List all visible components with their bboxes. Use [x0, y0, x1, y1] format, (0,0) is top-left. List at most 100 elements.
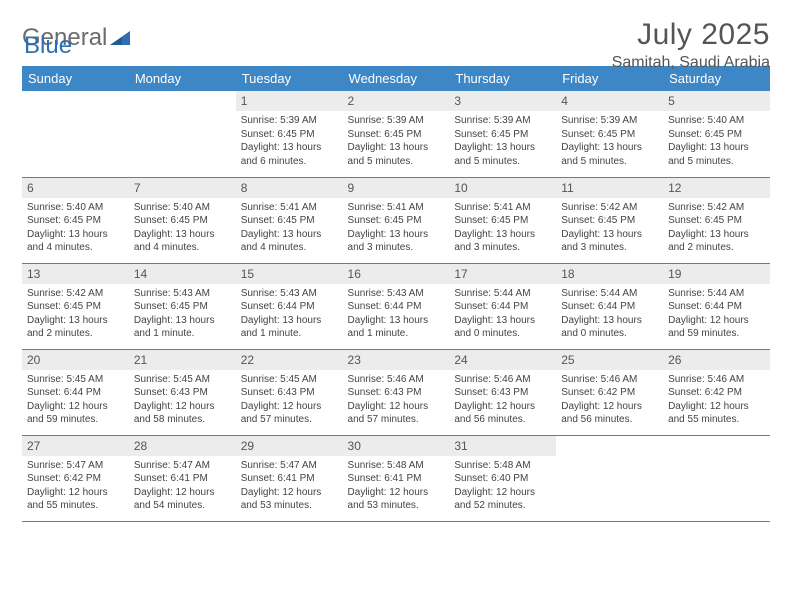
- daylight-text: Daylight: 12 hours and 57 minutes.: [348, 400, 445, 427]
- sunset-text: Sunset: 6:44 PM: [668, 300, 765, 314]
- sunrise-text: Sunrise: 5:39 AM: [348, 114, 445, 128]
- day-number: 11: [556, 178, 663, 198]
- calendar-page: General July 2025 Samitah, Saudi Arabia …: [0, 0, 792, 540]
- day-number: 29: [236, 436, 343, 456]
- calendar-day-cell: 18Sunrise: 5:44 AMSunset: 6:44 PMDayligh…: [556, 263, 663, 349]
- day-number: 30: [343, 436, 450, 456]
- daylight-text: Daylight: 12 hours and 56 minutes.: [454, 400, 551, 427]
- daylight-text: Daylight: 13 hours and 3 minutes.: [454, 228, 551, 255]
- sunset-text: Sunset: 6:45 PM: [454, 128, 551, 142]
- daylight-text: Daylight: 13 hours and 2 minutes.: [668, 228, 765, 255]
- day-number: 19: [663, 264, 770, 284]
- daylight-text: Daylight: 13 hours and 5 minutes.: [348, 141, 445, 168]
- calendar-week-row: 6Sunrise: 5:40 AMSunset: 6:45 PMDaylight…: [22, 177, 770, 263]
- day-number: 3: [449, 91, 556, 111]
- sunset-text: Sunset: 6:45 PM: [668, 214, 765, 228]
- day-number: 1: [236, 91, 343, 111]
- sunset-text: Sunset: 6:45 PM: [134, 214, 231, 228]
- sunset-text: Sunset: 6:40 PM: [454, 472, 551, 486]
- day-number: 28: [129, 436, 236, 456]
- day-number: 25: [556, 350, 663, 370]
- day-details: Sunrise: 5:41 AMSunset: 6:45 PMDaylight:…: [343, 198, 450, 259]
- weekday-header: Sunday: [22, 66, 129, 91]
- calendar-day-cell: [663, 435, 770, 521]
- sunset-text: Sunset: 6:45 PM: [348, 214, 445, 228]
- calendar-day-cell: 26Sunrise: 5:46 AMSunset: 6:42 PMDayligh…: [663, 349, 770, 435]
- daylight-text: Daylight: 12 hours and 57 minutes.: [241, 400, 338, 427]
- sunrise-text: Sunrise: 5:45 AM: [27, 373, 124, 387]
- calendar-day-cell: 9Sunrise: 5:41 AMSunset: 6:45 PMDaylight…: [343, 177, 450, 263]
- day-number: 31: [449, 436, 556, 456]
- calendar-day-cell: 22Sunrise: 5:45 AMSunset: 6:43 PMDayligh…: [236, 349, 343, 435]
- calendar-day-cell: 14Sunrise: 5:43 AMSunset: 6:45 PMDayligh…: [129, 263, 236, 349]
- sunset-text: Sunset: 6:44 PM: [27, 386, 124, 400]
- calendar-day-cell: [129, 91, 236, 177]
- daylight-text: Daylight: 13 hours and 0 minutes.: [454, 314, 551, 341]
- day-number: 2: [343, 91, 450, 111]
- day-details: Sunrise: 5:39 AMSunset: 6:45 PMDaylight:…: [343, 111, 450, 172]
- sunrise-text: Sunrise: 5:43 AM: [241, 287, 338, 301]
- day-number: 24: [449, 350, 556, 370]
- sunrise-text: Sunrise: 5:46 AM: [668, 373, 765, 387]
- calendar-day-cell: [556, 435, 663, 521]
- calendar-day-cell: 24Sunrise: 5:46 AMSunset: 6:43 PMDayligh…: [449, 349, 556, 435]
- day-details: Sunrise: 5:43 AMSunset: 6:44 PMDaylight:…: [236, 284, 343, 345]
- sunrise-text: Sunrise: 5:40 AM: [27, 201, 124, 215]
- day-number: 16: [343, 264, 450, 284]
- sunset-text: Sunset: 6:44 PM: [348, 300, 445, 314]
- sunset-text: Sunset: 6:43 PM: [348, 386, 445, 400]
- sunset-text: Sunset: 6:45 PM: [27, 300, 124, 314]
- calendar-day-cell: 8Sunrise: 5:41 AMSunset: 6:45 PMDaylight…: [236, 177, 343, 263]
- sunrise-text: Sunrise: 5:45 AM: [134, 373, 231, 387]
- day-details: Sunrise: 5:46 AMSunset: 6:43 PMDaylight:…: [449, 370, 556, 431]
- daylight-text: Daylight: 12 hours and 54 minutes.: [134, 486, 231, 513]
- calendar-day-cell: 31Sunrise: 5:48 AMSunset: 6:40 PMDayligh…: [449, 435, 556, 521]
- calendar-day-cell: 11Sunrise: 5:42 AMSunset: 6:45 PMDayligh…: [556, 177, 663, 263]
- sunrise-text: Sunrise: 5:46 AM: [561, 373, 658, 387]
- day-details: Sunrise: 5:40 AMSunset: 6:45 PMDaylight:…: [129, 198, 236, 259]
- calendar-day-cell: 3Sunrise: 5:39 AMSunset: 6:45 PMDaylight…: [449, 91, 556, 177]
- daylight-text: Daylight: 12 hours and 53 minutes.: [241, 486, 338, 513]
- day-details: Sunrise: 5:43 AMSunset: 6:45 PMDaylight:…: [129, 284, 236, 345]
- day-details: Sunrise: 5:44 AMSunset: 6:44 PMDaylight:…: [449, 284, 556, 345]
- daylight-text: Daylight: 13 hours and 1 minute.: [348, 314, 445, 341]
- day-details: Sunrise: 5:47 AMSunset: 6:41 PMDaylight:…: [129, 456, 236, 517]
- sunrise-text: Sunrise: 5:44 AM: [561, 287, 658, 301]
- day-number: 26: [663, 350, 770, 370]
- calendar-day-cell: 10Sunrise: 5:41 AMSunset: 6:45 PMDayligh…: [449, 177, 556, 263]
- daylight-text: Daylight: 13 hours and 5 minutes.: [454, 141, 551, 168]
- sunrise-text: Sunrise: 5:41 AM: [348, 201, 445, 215]
- day-number: 23: [343, 350, 450, 370]
- sunset-text: Sunset: 6:42 PM: [668, 386, 765, 400]
- weekday-header: Monday: [129, 66, 236, 91]
- day-details: Sunrise: 5:48 AMSunset: 6:41 PMDaylight:…: [343, 456, 450, 517]
- sunrise-text: Sunrise: 5:42 AM: [561, 201, 658, 215]
- sunset-text: Sunset: 6:45 PM: [241, 128, 338, 142]
- sunrise-text: Sunrise: 5:40 AM: [668, 114, 765, 128]
- day-number: 9: [343, 178, 450, 198]
- daylight-text: Daylight: 13 hours and 6 minutes.: [241, 141, 338, 168]
- day-details: Sunrise: 5:41 AMSunset: 6:45 PMDaylight:…: [236, 198, 343, 259]
- daylight-text: Daylight: 12 hours and 59 minutes.: [27, 400, 124, 427]
- day-details: Sunrise: 5:43 AMSunset: 6:44 PMDaylight:…: [343, 284, 450, 345]
- sunrise-text: Sunrise: 5:48 AM: [348, 459, 445, 473]
- calendar-day-cell: 5Sunrise: 5:40 AMSunset: 6:45 PMDaylight…: [663, 91, 770, 177]
- sunset-text: Sunset: 6:45 PM: [241, 214, 338, 228]
- day-number: 13: [22, 264, 129, 284]
- sunrise-text: Sunrise: 5:43 AM: [134, 287, 231, 301]
- day-number: 8: [236, 178, 343, 198]
- sunrise-text: Sunrise: 5:41 AM: [454, 201, 551, 215]
- calendar-day-cell: 12Sunrise: 5:42 AMSunset: 6:45 PMDayligh…: [663, 177, 770, 263]
- sunrise-text: Sunrise: 5:40 AM: [134, 201, 231, 215]
- sunset-text: Sunset: 6:45 PM: [348, 128, 445, 142]
- sunset-text: Sunset: 6:44 PM: [454, 300, 551, 314]
- sunset-text: Sunset: 6:45 PM: [27, 214, 124, 228]
- sunrise-text: Sunrise: 5:45 AM: [241, 373, 338, 387]
- sunset-text: Sunset: 6:43 PM: [134, 386, 231, 400]
- daylight-text: Daylight: 12 hours and 56 minutes.: [561, 400, 658, 427]
- daylight-text: Daylight: 13 hours and 4 minutes.: [27, 228, 124, 255]
- daylight-text: Daylight: 13 hours and 4 minutes.: [241, 228, 338, 255]
- sunrise-text: Sunrise: 5:39 AM: [561, 114, 658, 128]
- daylight-text: Daylight: 13 hours and 5 minutes.: [668, 141, 765, 168]
- daylight-text: Daylight: 13 hours and 1 minute.: [241, 314, 338, 341]
